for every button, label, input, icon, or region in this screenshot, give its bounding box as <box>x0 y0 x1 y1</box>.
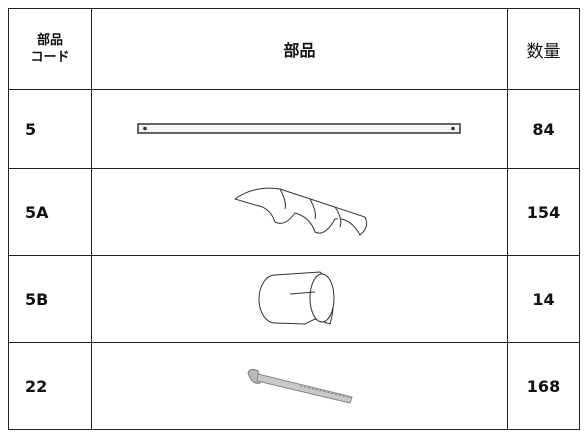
code-cell: 5 <box>8 89 92 169</box>
code-header: 部品 コード <box>8 8 92 90</box>
part-cell <box>91 255 508 343</box>
qty-cell: 84 <box>507 89 580 169</box>
bolt-image <box>246 368 353 404</box>
code-header-line: コード <box>30 50 70 65</box>
row: 5B 14 <box>8 255 580 343</box>
part-cell <box>91 168 508 256</box>
code-cell: 5B <box>8 255 92 343</box>
parts-table: 部品コード 部品 数量 5 84 5A 154 5B <box>8 8 580 430</box>
part-header: 部品 <box>91 8 508 90</box>
row: 5 84 <box>8 89 580 169</box>
part-cell <box>91 89 508 169</box>
qty-cell: 154 <box>507 168 580 256</box>
code-cell: 5A <box>8 168 92 256</box>
qty-cell: 14 <box>507 255 580 343</box>
code-cell: 22 <box>8 342 92 430</box>
qty-cell: 168 <box>507 342 580 430</box>
flat-bar-image <box>136 123 461 134</box>
saddle-clamp-image <box>233 187 367 236</box>
qty-header: 数量 <box>507 8 580 90</box>
tube-clamp-image <box>258 271 334 325</box>
row: 5A 154 <box>8 168 580 256</box>
row: 22 168 <box>8 342 580 430</box>
header-row: 部品コード 部品 数量 <box>8 8 580 90</box>
part-cell <box>91 342 508 430</box>
code-header-line: 部品 <box>36 33 63 48</box>
